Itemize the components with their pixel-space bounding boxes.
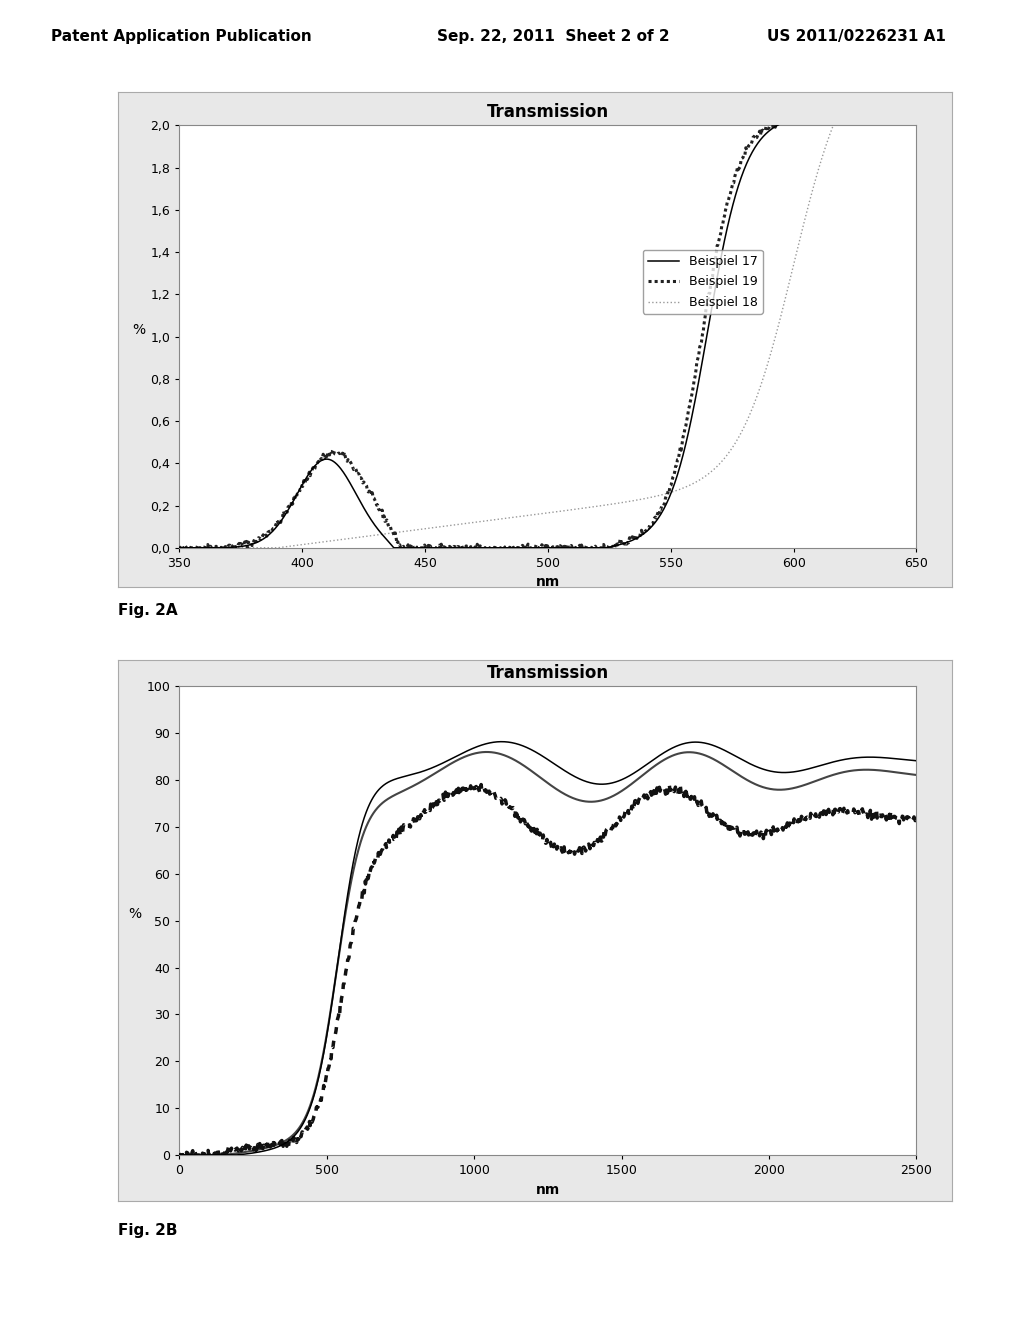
X-axis label: nm: nm	[536, 576, 560, 590]
Title: Transmission: Transmission	[486, 103, 609, 121]
Title: Transmission: Transmission	[486, 664, 609, 682]
Legend: Beispiel 17, Beispiel 19, Beispiel 18: Beispiel 17, Beispiel 19, Beispiel 18	[643, 249, 763, 314]
X-axis label: nm: nm	[536, 1183, 560, 1197]
Text: US 2011/0226231 A1: US 2011/0226231 A1	[767, 29, 946, 44]
Text: Fig. 2B: Fig. 2B	[118, 1224, 177, 1238]
Text: Fig. 2A: Fig. 2A	[118, 603, 177, 618]
Y-axis label: %: %	[129, 907, 141, 921]
Y-axis label: %: %	[132, 322, 145, 337]
Text: Sep. 22, 2011  Sheet 2 of 2: Sep. 22, 2011 Sheet 2 of 2	[437, 29, 670, 44]
Text: Patent Application Publication: Patent Application Publication	[51, 29, 312, 44]
